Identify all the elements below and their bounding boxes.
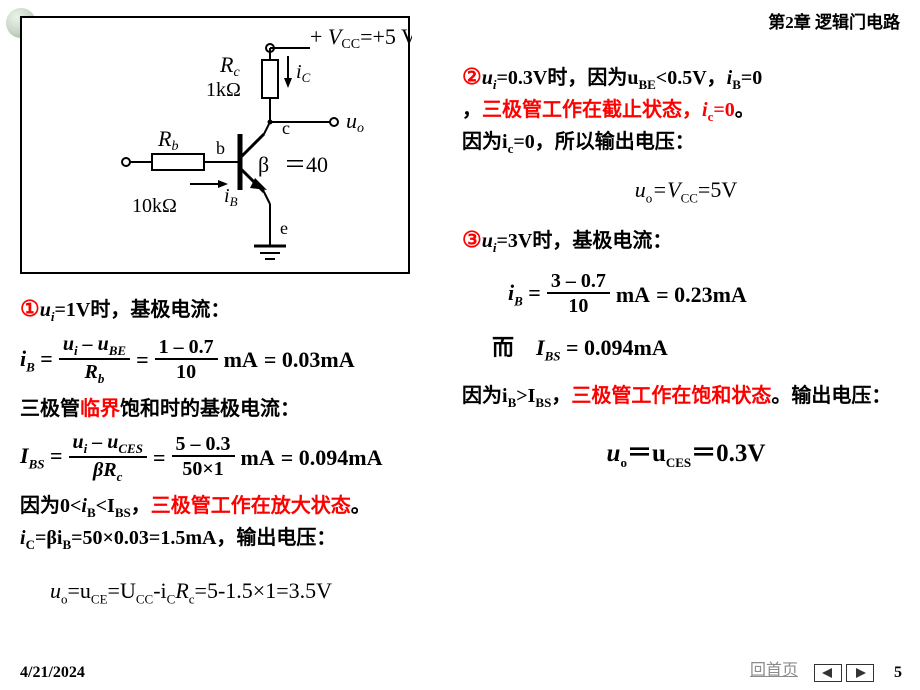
svg-text:10kΩ: 10kΩ xyxy=(132,195,177,217)
svg-text:e: e xyxy=(280,218,288,238)
eq-uo-sat: uo＝uCES＝0.3V xyxy=(462,435,910,474)
svg-text:uo: uo xyxy=(346,108,364,136)
svg-text:iB: iB xyxy=(224,185,238,209)
eq-ib-1: iB = ui – uBERb = 1 – 0.710 mA = 0.03mA xyxy=(20,333,452,388)
case3-header: ③ui=3V时，基极电流： xyxy=(462,223,910,258)
svg-text:Rc: Rc xyxy=(219,52,240,80)
circled-1: ① xyxy=(20,292,40,326)
prev-button[interactable] xyxy=(814,664,842,682)
circled-2: ② xyxy=(462,60,482,94)
case1-header: ①ui=1V时，基极电流： xyxy=(20,292,452,327)
triangle-left-icon xyxy=(822,668,834,678)
ibs-recall: 而 IBS = 0.094mA xyxy=(492,331,910,367)
svg-text:1kΩ: 1kΩ xyxy=(206,79,241,101)
svg-text:iC: iC xyxy=(296,61,311,85)
home-link[interactable]: 回首页 xyxy=(750,656,798,680)
svg-text:c: c xyxy=(282,118,290,138)
left-column: ①ui=1V时，基极电流： iB = ui – uBERb = 1 – 0.71… xyxy=(20,292,452,609)
svg-text:b: b xyxy=(216,138,225,158)
svg-text:Rb: Rb xyxy=(157,126,178,154)
saturation-line: 因为iB>IBS，三极管工作在饱和状态。输出电压： xyxy=(462,381,910,413)
ic0-line: 因为ic=0，所以输出电压： xyxy=(462,127,910,159)
ic-calc: iC=βiB=50×0.03=1.5mA，输出电压： xyxy=(20,523,452,555)
circled-3: ③ xyxy=(462,223,482,257)
eq-uo-1: uo=uCE=UCC-iCRc=5-1.5×1=3.5V xyxy=(50,574,452,610)
eq-ibs: IBS = ui – uCESβRc = 5 – 0.350×1 mA = 0.… xyxy=(20,431,452,486)
circuit-svg: + VCC=+5 V Rc 1kΩ iC uo c b e β ＝40 Rb 1… xyxy=(112,26,412,274)
svg-text:+ VCC=+5 V: + VCC=+5 V xyxy=(310,26,412,52)
page-number: 5 xyxy=(894,664,902,682)
eq-uo-5v: uo=VCC=5V xyxy=(462,173,910,209)
critical-sat-label: 三极管临界饱和时的基极电流： xyxy=(20,394,452,425)
circuit-diagram: + VCC=+5 V Rc 1kΩ iC uo c b e β ＝40 Rb 1… xyxy=(20,16,410,274)
chapter-title: 第2章 逻辑门电路 xyxy=(768,8,900,33)
svg-text:＝40: ＝40 xyxy=(284,152,328,177)
nav-buttons xyxy=(814,664,874,682)
triangle-right-icon xyxy=(854,668,866,678)
cutoff-line: ，三极管工作在截止状态，ic=0。 xyxy=(462,95,910,127)
svg-text:β: β xyxy=(258,152,269,177)
right-column: ②ui=0.3V时，因为uBE<0.5V，iB=0 ，三极管工作在截止状态，ic… xyxy=(462,60,910,474)
footer-date: 4/21/2024 xyxy=(20,664,85,682)
case2-header: ②ui=0.3V时，因为uBE<0.5V，iB=0 xyxy=(462,60,910,95)
eq-ib-3: iB = 3 – 0.710 mA = 0.23mA xyxy=(508,270,910,319)
next-button[interactable] xyxy=(846,664,874,682)
amplify-line: 因为0<iB<IBS，三极管工作在放大状态。 xyxy=(20,491,452,523)
